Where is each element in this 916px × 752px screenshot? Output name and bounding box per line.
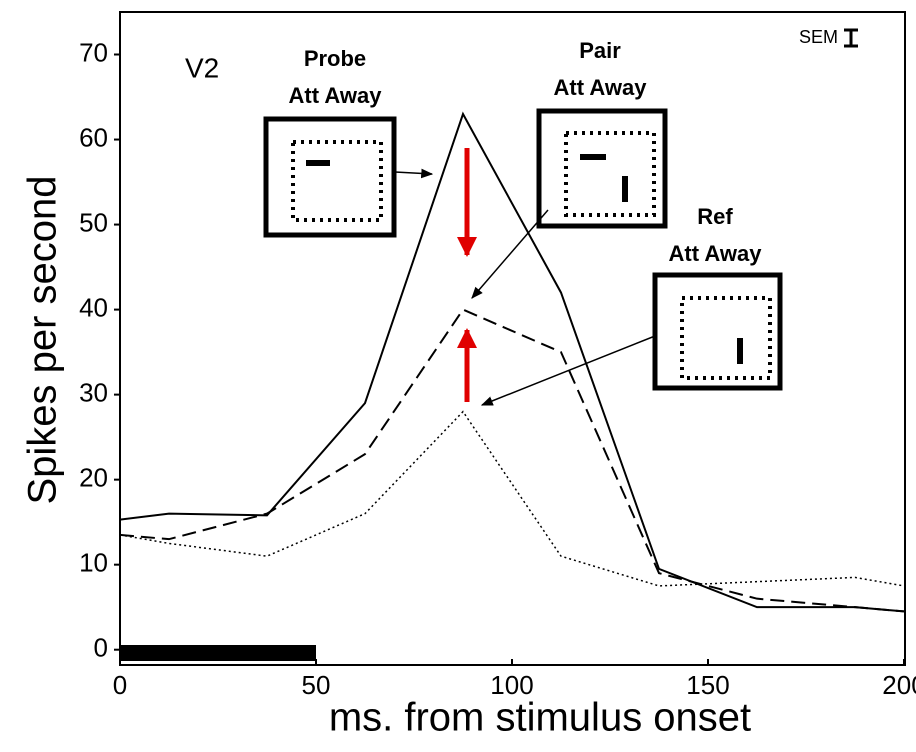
y-tick-label: 0 <box>94 633 108 663</box>
plot-frame <box>119 11 906 666</box>
series-label: Att Away <box>554 75 648 100</box>
stimulus-bar <box>120 645 316 661</box>
panel-label: V2 <box>185 52 219 83</box>
series-label: Ref <box>697 204 733 229</box>
series-line <box>119 111 905 613</box>
y-tick-label: 50 <box>79 207 108 237</box>
y-tick-label: 60 <box>79 122 108 152</box>
y-tick-label: 40 <box>79 292 108 322</box>
series-line <box>119 410 905 587</box>
y-tick-label: 20 <box>79 463 108 493</box>
y-tick-label: 30 <box>79 377 108 407</box>
series-label: Att Away <box>289 83 383 108</box>
series-label: Pair <box>579 38 621 63</box>
y-tick-label: 10 <box>79 548 108 578</box>
inset-probe <box>263 116 397 238</box>
x-tick-label: 0 <box>113 670 127 700</box>
inset-pair <box>536 108 668 229</box>
y-axis-label: Spikes per second <box>21 175 65 504</box>
inset-ref <box>652 272 783 391</box>
y-tick-label: 70 <box>79 37 108 67</box>
x-tick-label: 50 <box>302 670 331 700</box>
x-tick-label: 150 <box>686 670 729 700</box>
pointer-arrows <box>394 168 656 406</box>
sem-bar <box>844 28 858 48</box>
series-label: Att Away <box>669 241 763 266</box>
x-tick-label: 200 <box>882 670 916 700</box>
series-label: Probe <box>304 46 366 71</box>
sem-label: SEM <box>799 27 838 47</box>
series-line <box>119 308 905 613</box>
x-axis-label: ms. from stimulus onset <box>329 696 751 740</box>
x-tick-label: 100 <box>490 670 533 700</box>
